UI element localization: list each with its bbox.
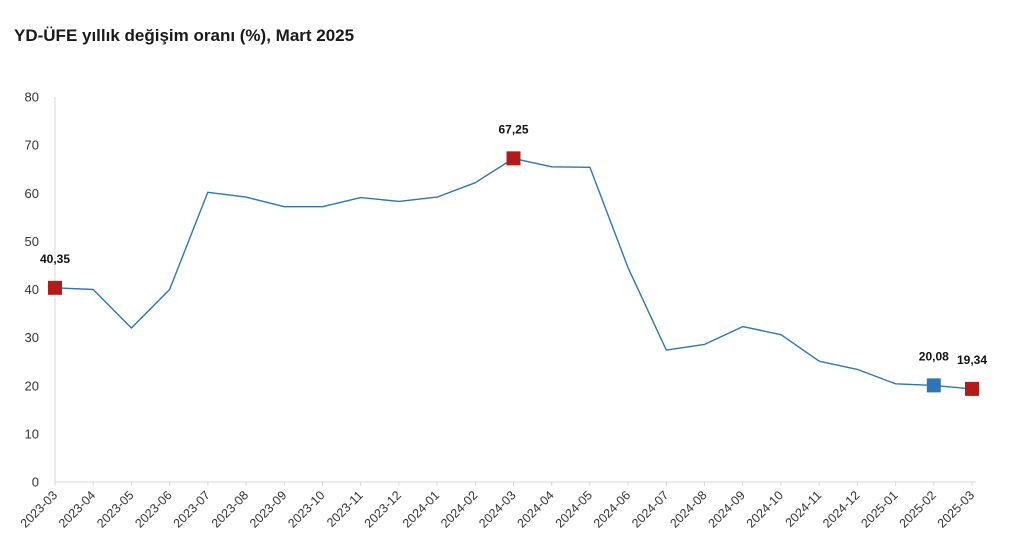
series-line xyxy=(54,157,973,390)
data-label: 20,08 xyxy=(919,349,949,363)
x-tick-label: 2024-01 xyxy=(400,488,442,530)
data-label: 40,35 xyxy=(40,252,70,266)
x-tick-label: 2024-05 xyxy=(553,488,595,530)
x-tick-label: 2023-10 xyxy=(285,488,327,530)
data-point-marker xyxy=(506,151,521,166)
x-tick-label: 2024-11 xyxy=(783,488,825,530)
x-tick-label: 2024-07 xyxy=(629,488,671,530)
x-tick-label: 2025-01 xyxy=(858,488,900,530)
y-tick-label: 30 xyxy=(25,330,39,345)
x-tick-label: 2025-03 xyxy=(935,488,977,530)
y-tick-label: 80 xyxy=(25,90,39,105)
x-tick-label: 2024-09 xyxy=(706,488,748,530)
x-tick-label: 2023-04 xyxy=(56,488,98,530)
data-point-marker xyxy=(926,378,941,393)
data-point-marker xyxy=(965,381,979,396)
x-tick-label: 2023-12 xyxy=(362,488,404,530)
y-tick-label: 70 xyxy=(25,138,39,153)
x-tick-label: 2023-07 xyxy=(171,488,213,530)
x-tick-label: 2023-08 xyxy=(209,488,251,530)
x-tick-label: 2024-03 xyxy=(476,488,518,530)
y-tick-label: 60 xyxy=(25,186,39,201)
x-tick-label: 2024-06 xyxy=(591,488,633,530)
x-tick-label: 2024-02 xyxy=(438,488,480,530)
y-tick-label: 50 xyxy=(25,234,39,249)
chart-title: YD-ÜFE yıllık değişim oranı (%), Mart 20… xyxy=(14,26,355,45)
x-tick-label: 2023-11 xyxy=(324,488,366,530)
x-tick-label: 2024-12 xyxy=(820,488,862,530)
data-label: 19,34 xyxy=(957,353,987,367)
y-tick-label: 20 xyxy=(25,378,39,393)
y-tick-label: 10 xyxy=(25,426,39,441)
y-tick-label: 0 xyxy=(32,475,39,490)
x-tick-label: 2023-03 xyxy=(18,488,60,530)
y-tick-label: 40 xyxy=(25,282,39,297)
data-label: 67,25 xyxy=(498,122,528,136)
x-tick-label: 2024-10 xyxy=(744,488,786,530)
x-tick-label: 2023-05 xyxy=(94,488,136,530)
x-tick-label: 2023-09 xyxy=(247,488,289,530)
x-tick-label: 2024-08 xyxy=(667,488,709,530)
x-tick-label: 2023-06 xyxy=(132,488,174,530)
data-point-marker xyxy=(48,280,62,295)
x-tick-label: 2025-02 xyxy=(897,488,939,530)
x-tick-label: 2024-04 xyxy=(514,488,556,530)
